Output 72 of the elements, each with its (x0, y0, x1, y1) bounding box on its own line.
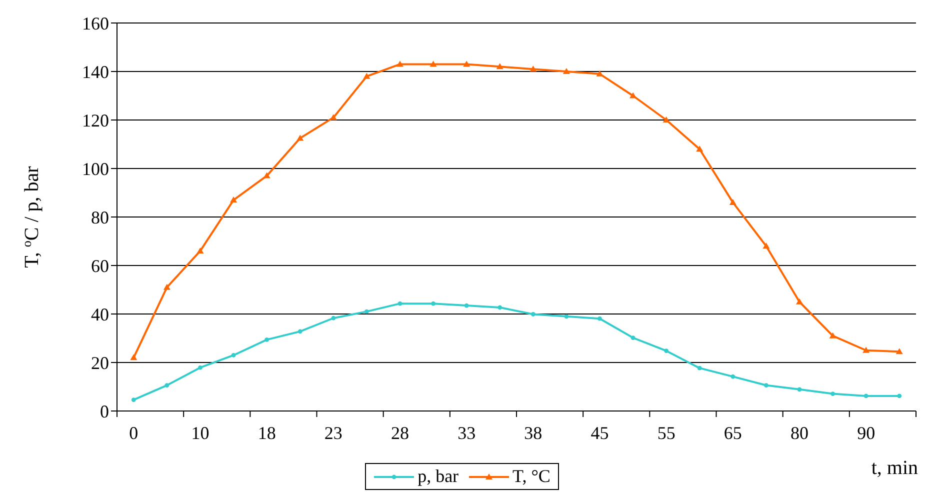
point (331, 316, 336, 320)
point (862, 346, 870, 353)
y-tick-label: 20 (91, 352, 109, 373)
point (530, 66, 537, 72)
x-tick-label: 0 (129, 423, 138, 443)
point (697, 366, 702, 370)
y-tick-label: 40 (91, 304, 109, 324)
point (330, 114, 337, 120)
point (163, 284, 170, 290)
x-tick-label: 10 (191, 423, 210, 443)
point (296, 134, 304, 141)
point (864, 394, 868, 398)
point (363, 72, 370, 79)
y-tick-label: 60 (91, 256, 109, 276)
x-tick-label: 65 (724, 423, 742, 443)
point (396, 60, 404, 67)
point (198, 365, 202, 370)
point (797, 387, 802, 392)
point (596, 70, 604, 76)
x-tick-label: 80 (790, 423, 808, 443)
y-tick-label: 0 (100, 401, 109, 422)
point (430, 60, 437, 67)
point (530, 312, 536, 316)
point (463, 60, 470, 67)
x-tick-label: 23 (324, 423, 342, 443)
point (764, 383, 768, 388)
y-tick-label: 140 (82, 62, 109, 82)
point (796, 298, 803, 304)
x-tick-label: 55 (657, 423, 676, 443)
point (431, 301, 436, 306)
x-tick-label: 90 (857, 423, 876, 443)
x-tick-label: 18 (258, 423, 276, 443)
point (564, 314, 569, 319)
point (364, 309, 369, 314)
point (598, 316, 602, 321)
x-tick-label: 33 (458, 423, 476, 443)
point (730, 374, 736, 379)
point (562, 68, 570, 74)
point (298, 329, 302, 334)
point (263, 172, 270, 178)
point (664, 348, 669, 354)
point (164, 383, 170, 388)
point (762, 242, 770, 249)
x-tick-label: 28 (390, 423, 409, 443)
point (131, 398, 136, 402)
point (630, 336, 636, 340)
y-tick-label: 120 (82, 110, 109, 130)
point (896, 348, 903, 354)
point (196, 247, 204, 254)
point (496, 63, 504, 70)
point (696, 146, 704, 152)
point (264, 338, 270, 342)
legend-label: p, bar (416, 466, 459, 487)
y-tick-label: 80 (91, 207, 109, 228)
point (230, 196, 238, 203)
point (464, 303, 469, 308)
point (130, 354, 138, 360)
point (662, 116, 670, 122)
point (830, 392, 835, 396)
y-tick-label: 100 (82, 158, 109, 179)
point (829, 332, 836, 338)
point (231, 353, 236, 358)
point (498, 305, 502, 310)
point (897, 394, 902, 398)
x-tick-label: 45 (590, 423, 609, 443)
point (729, 198, 736, 205)
x-tick-label: 38 (524, 423, 542, 443)
y-tick-label: 160 (82, 13, 109, 34)
legend-label: T, °C (512, 466, 550, 487)
point (398, 301, 402, 306)
point (630, 92, 637, 98)
x-axis-title: t, min (871, 457, 918, 480)
